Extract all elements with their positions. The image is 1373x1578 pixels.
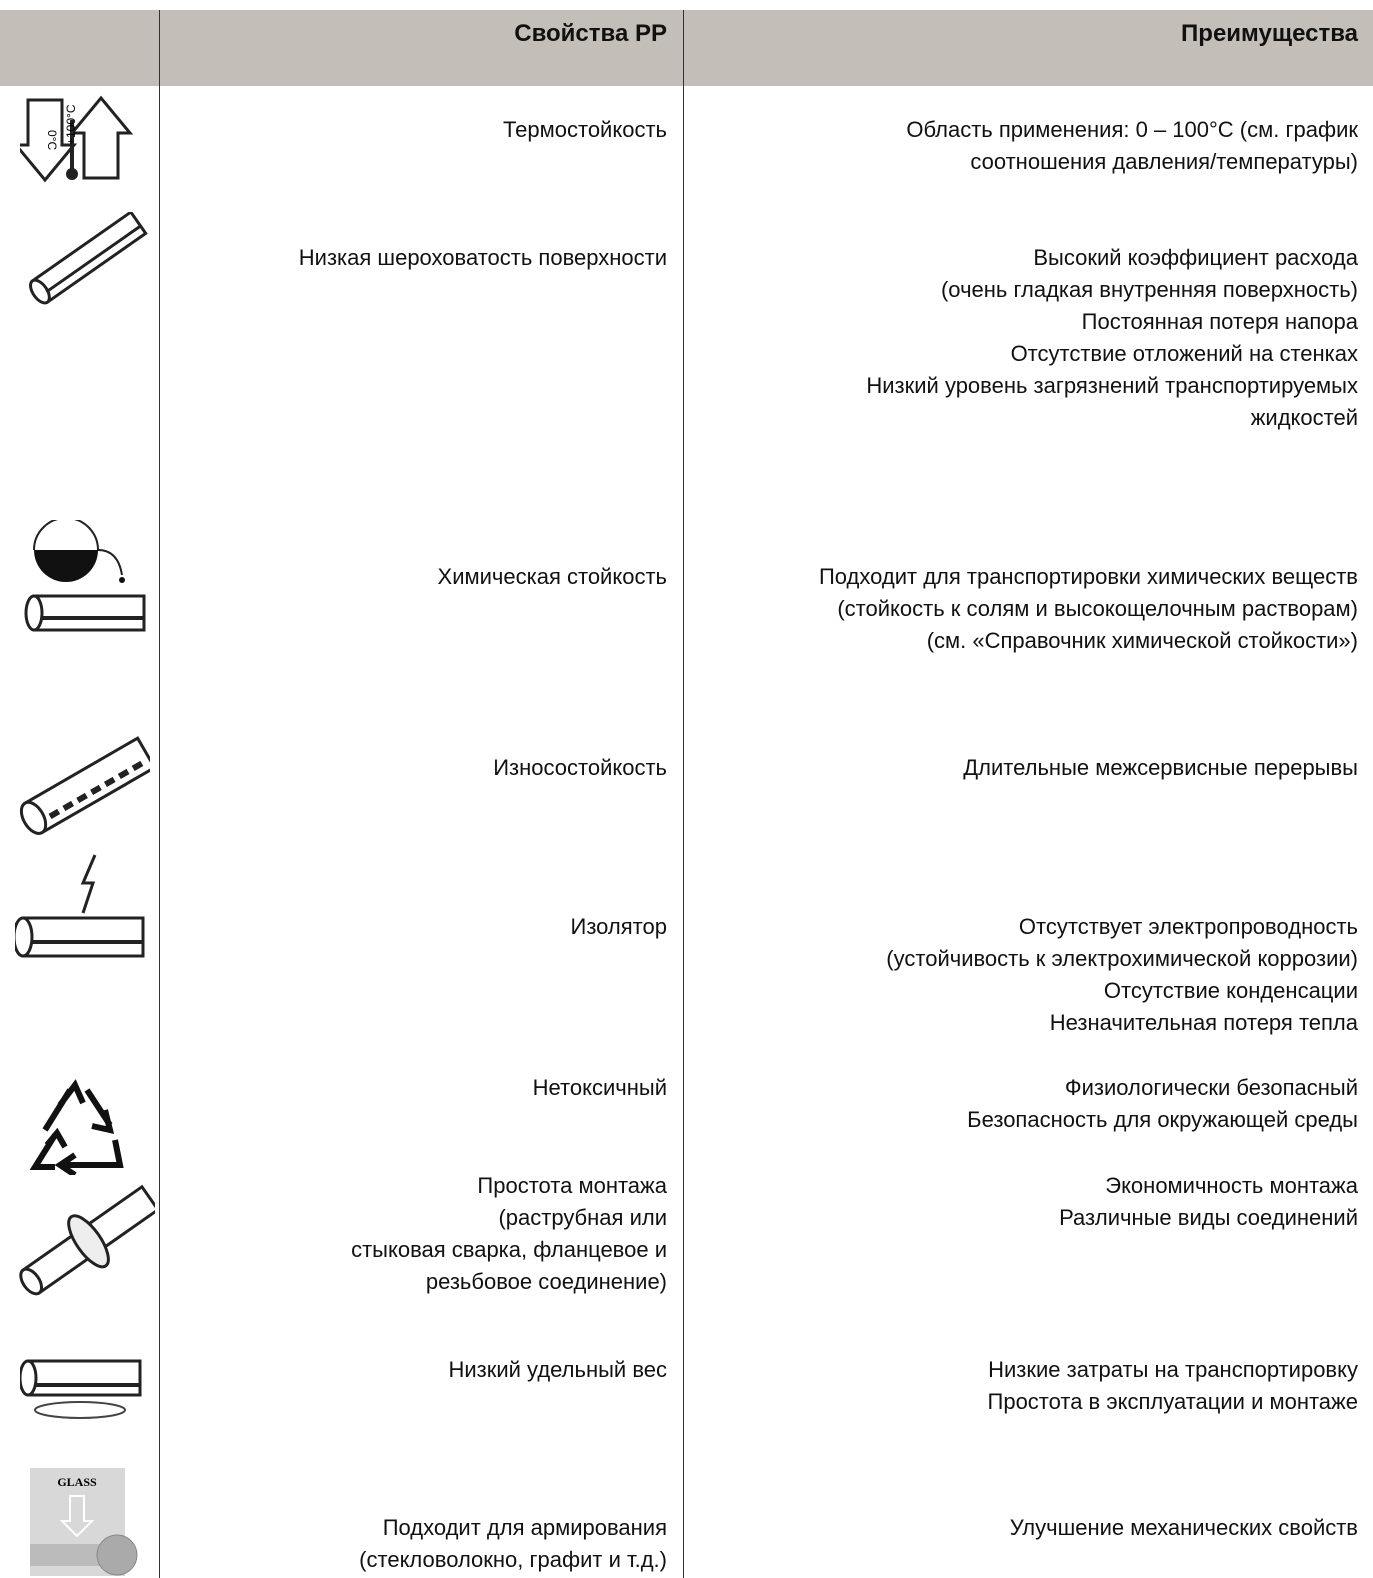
thermo-icon: 0°C +100°C xyxy=(20,95,134,183)
property-text: (стекловолокно, графит и т.д.) xyxy=(359,1547,667,1572)
icon-label: GLASS xyxy=(57,1475,97,1489)
advantage-text: Длительные межсервисные перерывы xyxy=(963,755,1358,780)
property-text: Простота монтажа xyxy=(477,1173,667,1198)
property-text: Химическая стойкость xyxy=(437,564,667,589)
advantage-text: Незначительная потеря тепла xyxy=(1049,1010,1358,1035)
header-cell: Свойства PP xyxy=(514,20,667,47)
header-cell: Преимущества xyxy=(1181,20,1358,47)
advantage-text: Подходит для транспортировки химических … xyxy=(818,564,1358,589)
pipe-icon xyxy=(29,212,148,305)
icon-label: +100°C xyxy=(64,104,78,145)
advantage-text: Различные виды соединений xyxy=(1059,1205,1358,1230)
advantage-text: (устойчивость к электрохимической корроз… xyxy=(886,946,1358,971)
advantage-text: Физиологически безопасный xyxy=(1064,1075,1358,1100)
advantage-text: Безопасность для окружающей среды xyxy=(967,1107,1358,1132)
advantage-text: Простота в эксплуатации и монтаже xyxy=(987,1389,1358,1414)
advantage-text: Низкие затраты на транспортировку xyxy=(988,1357,1358,1382)
weight-icon xyxy=(20,1359,142,1419)
advantage-text: Отсутствие отложений на стенках xyxy=(1010,341,1358,366)
assembly-icon xyxy=(19,1184,155,1296)
property-text: Изолятор xyxy=(570,914,667,939)
property-text: (раструбная или xyxy=(498,1205,667,1230)
insulator-icon xyxy=(15,854,145,958)
advantage-text: Высокий коэффициент расхода xyxy=(1033,245,1358,270)
icon-label: 0°C xyxy=(45,130,59,150)
advantage-text: Отсутствует электропроводность xyxy=(1018,914,1358,939)
header-band xyxy=(0,10,1373,86)
advantage-text: Низкий уровень загрязнений транспортируе… xyxy=(866,373,1358,398)
property-text: Износостойкость xyxy=(493,755,667,780)
column-divider xyxy=(683,10,684,1578)
advantage-text: Экономичность монтажа xyxy=(1105,1173,1358,1198)
advantage-text: Отсутствие конденсации xyxy=(1103,978,1358,1003)
property-text: Подходит для армирования xyxy=(382,1515,667,1540)
advantage-text: соотношения давления/температуры) xyxy=(970,149,1358,174)
wear-icon xyxy=(19,736,150,835)
advantage-text: Постоянная потеря напора xyxy=(1081,309,1358,334)
property-text: резьбовое соединение) xyxy=(425,1269,667,1294)
recycle-icon xyxy=(29,1079,124,1175)
advantage-text: (см. «Справочник химической стойкости») xyxy=(926,628,1358,653)
advantage-text: (стойкость к солям и высокощелочным раст… xyxy=(837,596,1358,621)
advantage-text: Область применения: 0 – 100°C (см. графи… xyxy=(906,117,1358,142)
advantage-text: (очень гладкая внутренняя поверхность) xyxy=(940,277,1358,302)
property-text: стыковая сварка, фланцевое и xyxy=(351,1237,667,1262)
chemical-icon xyxy=(24,520,146,632)
property-text: Нетоксичный xyxy=(532,1075,667,1100)
advantage-text: Улучшение механических свойств xyxy=(1009,1515,1358,1540)
column-divider xyxy=(159,10,160,1578)
property-text: Термостойкость xyxy=(502,117,667,142)
property-text: Низкая шероховатость поверхности xyxy=(298,245,667,270)
advantage-text: жидкостей xyxy=(1250,405,1358,430)
property-text: Низкий удельный вес xyxy=(448,1357,667,1382)
glass-icon: GLASS xyxy=(30,1468,138,1576)
